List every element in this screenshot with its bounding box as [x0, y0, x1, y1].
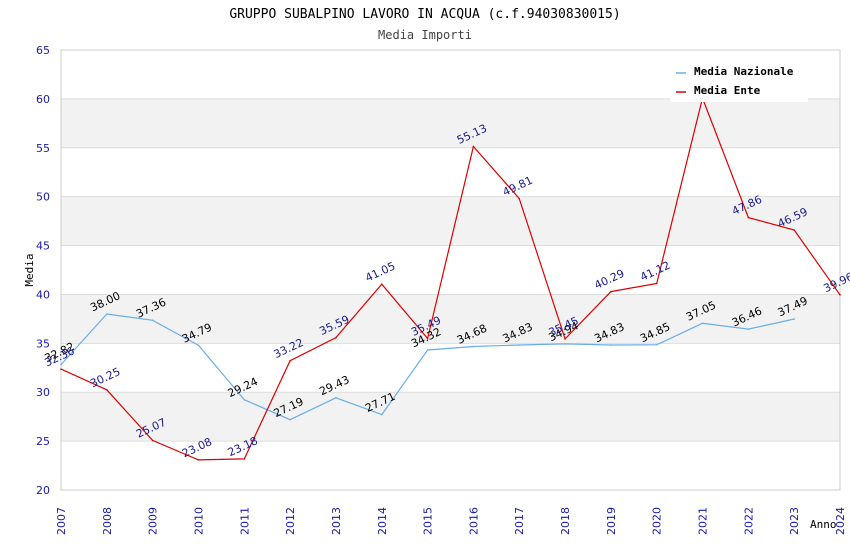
x-tick-label: 2013 [330, 507, 343, 535]
x-tick-label: 2016 [467, 507, 480, 535]
data-point [380, 413, 383, 416]
chart-subtitle: Media Importi [378, 28, 472, 42]
series-lines [60, 96, 841, 461]
y-tick-label: 35 [36, 337, 50, 350]
data-point [518, 344, 521, 346]
y-axis-label: Media [23, 253, 36, 286]
y-tick-label: 60 [36, 93, 50, 106]
x-tick-label: 2007 [55, 507, 68, 535]
data-point [289, 418, 291, 421]
x-axis-ticks: 2007 2008 2009 2010 2011 2012 2013 2014 2015 2016… [55, 507, 847, 535]
x-tick-label: 2008 [101, 507, 114, 535]
y-tick-label: 20 [36, 484, 50, 497]
grid-band [61, 98, 840, 148]
x-tick-label: 2010 [192, 507, 205, 535]
data-point [472, 345, 475, 348]
data-point [426, 349, 429, 351]
data-point [60, 368, 62, 370]
series-line-media-ente [60, 96, 841, 461]
grid-band [61, 343, 840, 393]
y-tick-label: 65 [36, 44, 50, 57]
x-tick-label: 2024 [834, 507, 847, 535]
data-point [701, 322, 704, 325]
data-point [60, 363, 62, 366]
x-tick-label: 2018 [559, 507, 572, 535]
data-point [793, 318, 795, 320]
data-point [839, 294, 841, 296]
data-point [197, 344, 200, 347]
x-tick-label: 2022 [742, 507, 755, 535]
data-point [610, 290, 612, 293]
legend: Media Nazionale Media Ente [670, 60, 808, 102]
data-point [747, 328, 750, 330]
y-axis-ticks: 20 25 30 35 40 45 50 55 60 65 [36, 44, 50, 497]
data-point [151, 319, 154, 322]
y-tick-label: 45 [36, 240, 50, 253]
data-point [243, 398, 246, 401]
grid-band [61, 441, 840, 490]
data-point [151, 439, 154, 442]
chart-title: GRUPPO SUBALPINO LAVORO IN ACQUA (c.f.94… [229, 7, 620, 22]
data-point [655, 282, 658, 285]
x-axis-label: Anno [810, 518, 837, 531]
x-tick-label: 2021 [697, 507, 710, 535]
plot-border [60, 49, 841, 491]
data-point [610, 344, 612, 346]
x-tick-label: 2023 [788, 507, 801, 535]
x-tick-label: 2020 [651, 507, 664, 535]
data-point [243, 458, 246, 460]
data-point [564, 343, 566, 345]
y-tick-label: 40 [36, 288, 50, 301]
legend-label-nazionale: Media Nazionale [694, 65, 794, 78]
x-tick-label: 2017 [513, 507, 526, 535]
grid-band [61, 392, 840, 442]
x-tick-label: 2009 [147, 507, 160, 535]
y-tick-label: 50 [36, 191, 50, 204]
grid-band [61, 294, 840, 344]
data-point [564, 338, 566, 340]
y-tick-label: 25 [36, 435, 50, 448]
y-tick-label: 55 [36, 142, 50, 155]
grid-band [61, 245, 840, 295]
x-tick-label: 2011 [238, 507, 251, 535]
data-point [335, 396, 337, 399]
data-point [518, 197, 521, 200]
data-point [472, 145, 475, 148]
legend-box [670, 60, 808, 102]
x-tick-label: 2012 [284, 507, 297, 535]
data-point [335, 336, 337, 339]
x-tick-label: 2019 [605, 507, 618, 535]
data-point [289, 359, 291, 362]
data-point [426, 337, 429, 340]
data-point [380, 283, 383, 285]
data-point [655, 344, 658, 346]
legend-label-ente: Media Ente [694, 84, 761, 97]
data-point [197, 459, 200, 461]
plot-background-bands [61, 50, 840, 490]
grid-band [61, 196, 840, 246]
data-point [747, 216, 750, 219]
data-point [793, 229, 795, 231]
y-tick-label: 30 [36, 386, 50, 399]
x-tick-label: 2015 [422, 507, 435, 535]
x-tick-label: 2014 [376, 507, 389, 535]
data-point [106, 313, 108, 315]
data-point [106, 388, 108, 391]
grid-band [61, 147, 840, 197]
